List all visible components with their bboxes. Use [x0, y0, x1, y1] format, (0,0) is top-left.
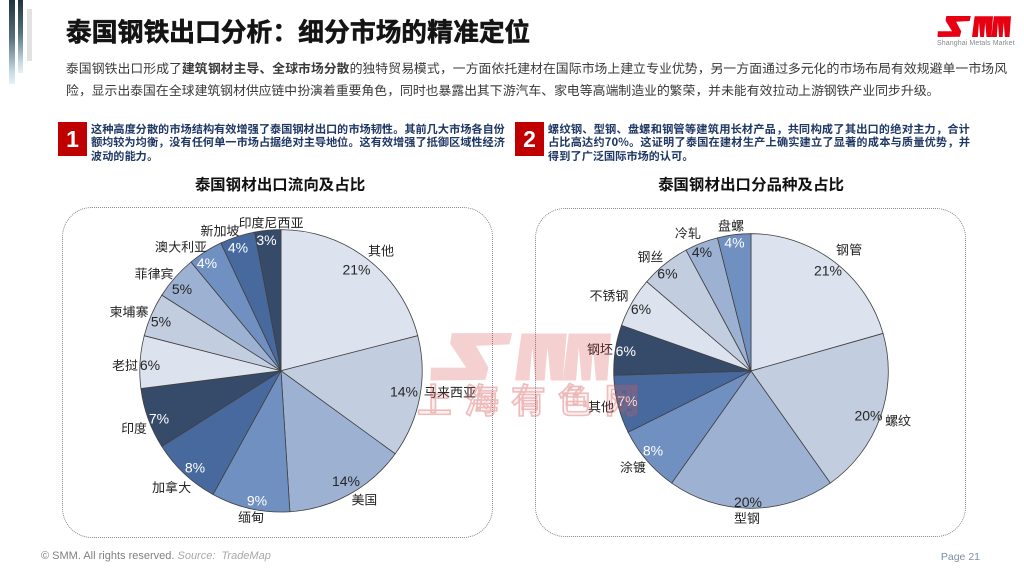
- svg-text:20%: 20%: [854, 408, 882, 424]
- svg-text:7%: 7%: [617, 393, 637, 409]
- svg-text:加拿大: 加拿大: [151, 477, 191, 496]
- svg-text:其他: 其他: [588, 397, 614, 416]
- svg-text:14%: 14%: [390, 384, 418, 400]
- svg-text:6%: 6%: [616, 343, 636, 359]
- svg-text:21%: 21%: [342, 262, 370, 278]
- svg-text:5%: 5%: [172, 281, 192, 297]
- svg-text:缅甸: 缅甸: [238, 507, 264, 526]
- svg-text:型钢: 型钢: [734, 508, 760, 527]
- svg-text:6%: 6%: [657, 266, 677, 282]
- svg-text:8%: 8%: [643, 443, 663, 459]
- svg-text:新加坡: 新加坡: [200, 221, 239, 240]
- svg-text:冷轧: 冷轧: [675, 223, 701, 242]
- svg-text:钢丝: 钢丝: [637, 247, 663, 266]
- svg-text:澳大利亚: 澳大利亚: [155, 237, 207, 256]
- svg-text:20%: 20%: [734, 494, 762, 510]
- svg-text:6%: 6%: [631, 301, 651, 317]
- svg-text:盘螺: 盘螺: [718, 216, 744, 235]
- svg-text:14%: 14%: [332, 473, 360, 489]
- svg-text:印度: 印度: [121, 418, 147, 437]
- svg-text:马来西亚: 马来西亚: [424, 382, 476, 401]
- svg-text:美国: 美国: [352, 490, 378, 509]
- svg-text:菲律宾: 菲律宾: [134, 264, 173, 283]
- svg-text:4%: 4%: [724, 235, 744, 251]
- svg-text:7%: 7%: [149, 411, 169, 427]
- svg-text:4%: 4%: [228, 240, 248, 256]
- svg-text:9%: 9%: [247, 493, 267, 509]
- svg-text:柬埔寨: 柬埔寨: [109, 302, 148, 321]
- svg-text:21%: 21%: [814, 263, 842, 279]
- svg-text:钢管: 钢管: [836, 240, 862, 259]
- svg-text:涂镀: 涂镀: [620, 457, 646, 476]
- svg-text:3%: 3%: [256, 232, 276, 248]
- svg-text:6%: 6%: [140, 357, 160, 373]
- svg-text:钢坯: 钢坯: [587, 339, 613, 358]
- svg-text:印度尼西亚: 印度尼西亚: [238, 213, 303, 232]
- svg-text:螺纹: 螺纹: [885, 411, 911, 430]
- svg-text:4%: 4%: [197, 255, 217, 271]
- svg-text:其他: 其他: [368, 241, 394, 260]
- svg-text:4%: 4%: [692, 244, 712, 260]
- svg-text:不锈钢: 不锈钢: [589, 286, 628, 305]
- svg-text:老挝: 老挝: [112, 355, 138, 374]
- svg-text:5%: 5%: [151, 314, 171, 330]
- svg-text:8%: 8%: [185, 460, 205, 476]
